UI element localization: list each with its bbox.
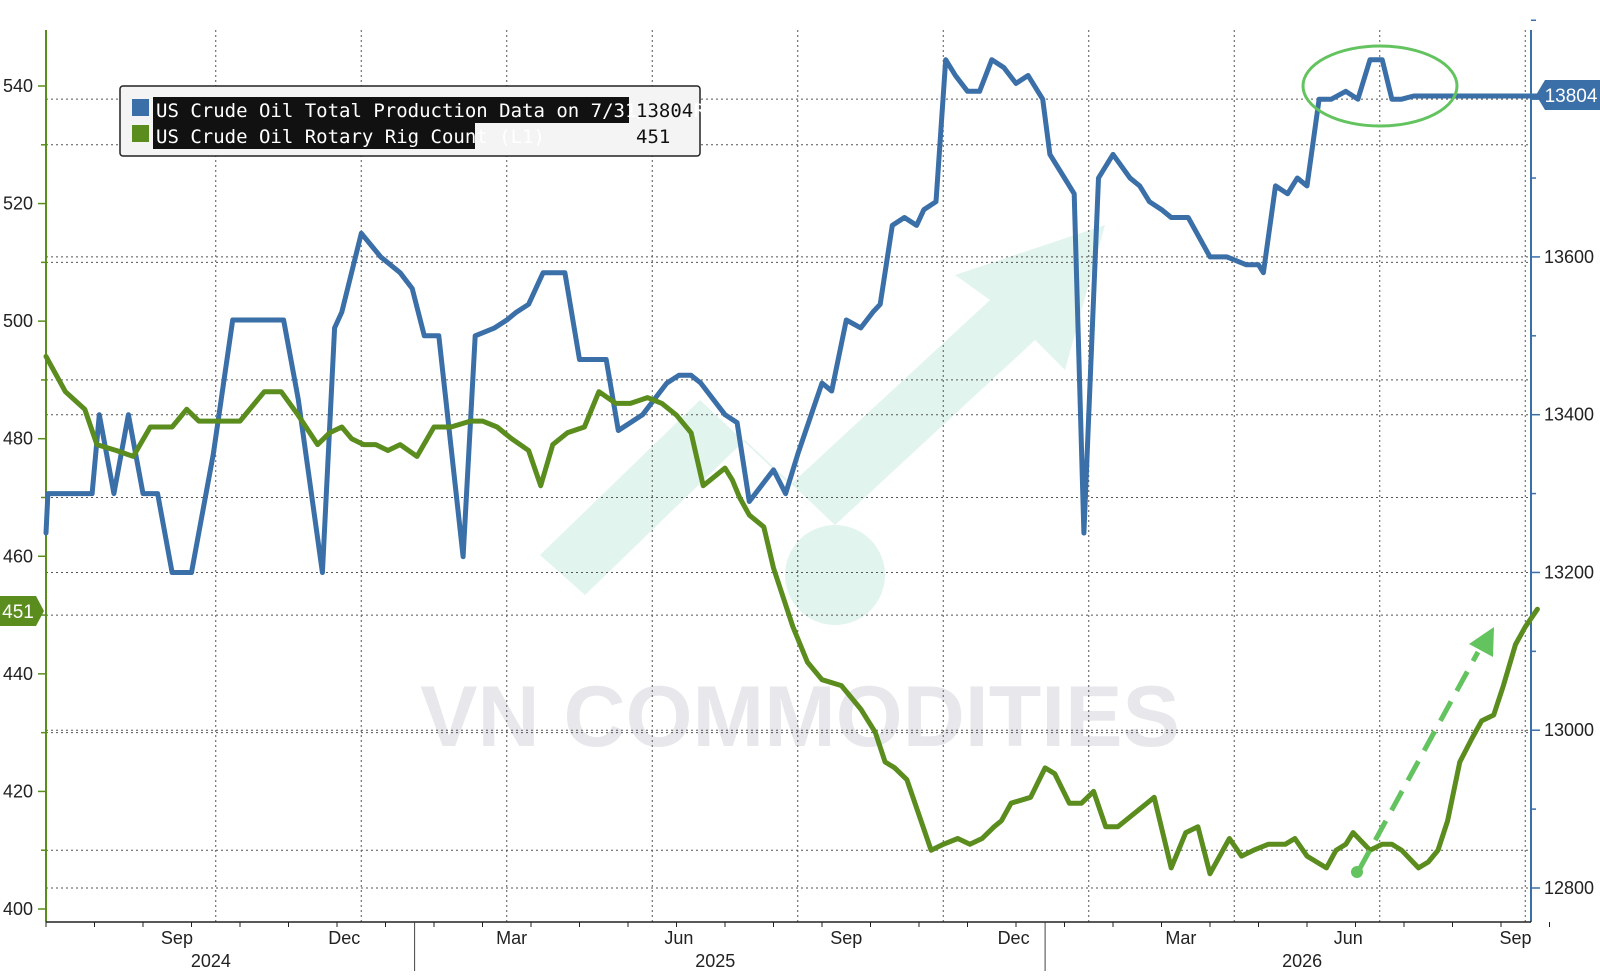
legend-value-production: 13804 [636, 100, 693, 122]
left-axis-tick-label: 420 [3, 781, 33, 801]
legend-highlight-production [153, 97, 629, 123]
x-axis-month-label: Dec [328, 928, 360, 948]
legend-highlight-rigs [153, 123, 475, 149]
left-axis-tick-label: 500 [3, 311, 33, 331]
legend-swatch-rigs [132, 125, 149, 142]
right-axis-tick-label: 12800 [1544, 878, 1594, 898]
left-axis-tick-label: 440 [3, 664, 33, 684]
x-axis-month-label: Mar [496, 928, 527, 948]
trend-arrow-line [1356, 650, 1481, 872]
left-axis-tick-label: 520 [3, 194, 33, 214]
end-badges: 451 13804 [0, 80, 1600, 626]
right-end-badge-label: 13804 [1545, 86, 1598, 107]
right-axis-tick-label: 13200 [1544, 562, 1594, 582]
x-axis-month-label: Mar [1165, 928, 1196, 948]
legend-label-rigs: US Crude Oil Rotary Rig Count (L1) [156, 126, 545, 148]
legend-swatch-production [132, 99, 149, 116]
x-axis-year-label: 2026 [1282, 951, 1322, 971]
right-axis-tick-label: 13400 [1544, 405, 1594, 425]
right-axis-tick-label: 13000 [1544, 720, 1594, 740]
left-end-badge [0, 596, 44, 626]
watermark-text: VN COMMODITIES [420, 669, 1180, 765]
right-end-badge [1536, 80, 1600, 110]
annotations [1301, 44, 1494, 878]
trend-arrow-start [1351, 866, 1363, 878]
watermark-dot [785, 525, 885, 625]
x-axis-month-label: Jun [664, 928, 693, 948]
watermark-arrow-shape [540, 225, 1105, 595]
left-axis-tick-label: 460 [3, 546, 33, 566]
left-axis-tick-label: 480 [3, 429, 33, 449]
left-axis-tick-label: 540 [3, 76, 33, 96]
x-axis-month-label: Sep [1500, 928, 1532, 948]
legend-value-rigs: 451 [636, 126, 670, 148]
legend-label-production: US Crude Oil Total Production Data on 7/… [156, 100, 728, 122]
axes: 400 420 440 460 480 500 520 540 12800 13000 13200 1… [3, 19, 1594, 971]
x-axis-month-label: Dec [998, 928, 1030, 948]
x-axis-month-label: Sep [830, 928, 862, 948]
legend: US Crude Oil Total Production Data on 7/… [119, 85, 728, 157]
series-line-rig-count [43, 353, 1540, 877]
x-axis-year-label: 2025 [695, 951, 735, 971]
series-line-production [43, 57, 1577, 575]
watermark: VN COMMODITIES [420, 225, 1180, 765]
right-axis-tick-label: 13600 [1544, 247, 1594, 267]
x-axis-year-label: 2024 [191, 951, 231, 971]
left-end-badge-label: 451 [2, 602, 34, 623]
x-axis-month-label: Jun [1334, 928, 1363, 948]
trend-arrow-head [1469, 627, 1494, 657]
x-axis-month-label: Sep [161, 928, 193, 948]
left-axis-tick-label: 400 [3, 899, 33, 919]
highlight-ellipse [1301, 44, 1459, 128]
grid [46, 30, 1531, 922]
